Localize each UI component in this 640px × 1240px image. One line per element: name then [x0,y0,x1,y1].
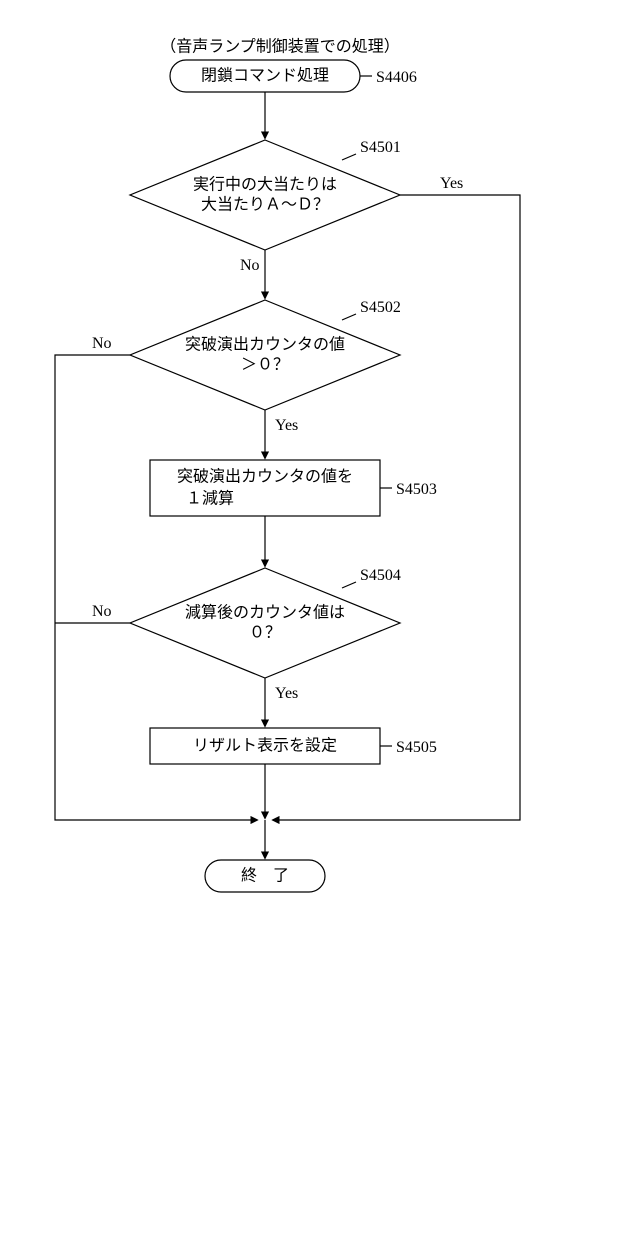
decision-s4502: 突破演出カウンタの値 ＞０？ S4502 No Yes [92,299,401,434]
d2-no: No [92,335,112,352]
d2-line1: 突破演出カウンタの値 [185,336,345,354]
start-ref: S4406 [376,69,417,86]
p2-text: リザルト表示を設定 [193,737,337,755]
process-s4505: リザルト表示を設定 S4505 [150,728,437,764]
p1-ref: S4503 [396,481,437,498]
d3-line2: ０？ [249,625,281,642]
d3-yes: Yes [275,685,298,702]
d3-ref: S4504 [360,567,401,584]
d3-line1: 減算後のカウンタ値は [185,603,345,622]
d1-line2: 大当たりＡ～Ｄ？ [201,196,329,214]
p1-line2: １減算 [186,489,234,508]
flowchart-canvas: （音声ランプ制御装置での処理） 閉鎖コマンド処理 S4406 実行中の大当たりは… [0,0,640,1240]
decision-s4501: 実行中の大当たりは 大当たりＡ～Ｄ？ S4501 Yes No [130,139,463,274]
p2-ref: S4505 [396,739,437,756]
flowchart-title: （音声ランプ制御装置での処理） [160,38,400,56]
end-text: 終 了 [241,867,289,885]
start-text: 閉鎖コマンド処理 [201,67,329,85]
d1-yes: Yes [440,175,463,192]
p1-line1: 突破演出カウンタの値を [177,468,353,486]
d1-ref: S4501 [360,139,401,156]
decision-s4504: 減算後のカウンタ値は ０？ S4504 No Yes [92,567,401,702]
end-node: 終 了 [205,860,325,892]
start-node: 閉鎖コマンド処理 S4406 [170,60,417,92]
d2-yes: Yes [275,417,298,434]
d1-no: No [240,257,260,274]
d1-line1: 実行中の大当たりは [193,176,337,194]
process-s4503: 突破演出カウンタの値を １減算 S4503 [150,460,437,516]
d2-line2: ＞０？ [241,357,289,374]
d2-ref: S4502 [360,299,401,316]
d3-no: No [92,603,112,620]
